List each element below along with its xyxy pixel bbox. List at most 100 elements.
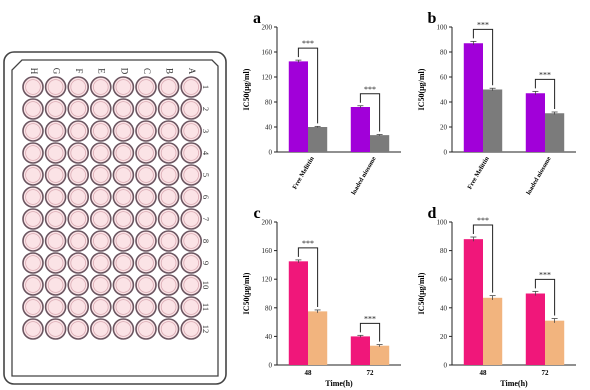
plate-well bbox=[67, 318, 89, 340]
plate-well bbox=[135, 164, 157, 186]
plate-well-rim bbox=[138, 101, 154, 117]
plate-well-rim bbox=[160, 123, 177, 139]
chart-panel-a: a 0 40 80 120 160 200 IC50(μg/ml) Free Melittin *… bbox=[242, 10, 401, 195]
plate-well bbox=[22, 230, 44, 252]
plate-well-rim bbox=[183, 211, 200, 227]
plate-well bbox=[157, 164, 180, 186]
plate-column-label: 6 bbox=[201, 195, 211, 199]
plate-well bbox=[90, 318, 112, 340]
plate-well-rim bbox=[115, 233, 132, 249]
plate-well bbox=[157, 98, 180, 120]
plate-well bbox=[112, 208, 135, 230]
plate-well bbox=[180, 296, 202, 318]
x-axis-label: Time(h) bbox=[325, 379, 353, 388]
plate-well-rim bbox=[47, 79, 64, 95]
significance-label: *** bbox=[539, 70, 551, 79]
bar bbox=[308, 311, 328, 365]
plate-well-rim bbox=[138, 321, 154, 337]
significance-label: *** bbox=[477, 216, 489, 225]
plate-well bbox=[90, 230, 112, 252]
plate-well-rim bbox=[70, 101, 86, 117]
plate-well bbox=[44, 120, 67, 142]
plate-well-rim bbox=[47, 211, 64, 227]
plate-well-rim bbox=[183, 189, 200, 205]
plate-well-rim bbox=[93, 255, 109, 271]
plate-well-rim bbox=[115, 255, 132, 271]
plate-well bbox=[135, 76, 157, 98]
plate-well-rim bbox=[138, 211, 154, 227]
plate-well-rim bbox=[93, 123, 109, 139]
plate-well bbox=[22, 208, 44, 230]
plate-column-label: 4 bbox=[201, 151, 211, 156]
plate-well-rim bbox=[160, 145, 177, 161]
significance-bracket bbox=[472, 28, 494, 86]
plate-well bbox=[44, 296, 67, 318]
plate-well bbox=[22, 186, 44, 208]
plate-well-rim bbox=[93, 321, 109, 337]
plate-row-label: A bbox=[187, 68, 197, 75]
plate-well bbox=[180, 318, 202, 340]
plate-well bbox=[157, 186, 180, 208]
plate-well-rim bbox=[93, 211, 109, 227]
plate-well bbox=[44, 164, 67, 186]
plate-well-rim bbox=[183, 321, 200, 337]
x-tick-label: Free Melittin bbox=[466, 155, 491, 190]
plate-well-rim bbox=[93, 189, 109, 205]
panel-label: d bbox=[428, 205, 437, 222]
plate-column-label: 8 bbox=[201, 239, 211, 243]
plate-well bbox=[180, 230, 202, 252]
plate-well bbox=[112, 164, 135, 186]
plate-well-rim bbox=[138, 255, 154, 271]
plate-well bbox=[67, 142, 89, 164]
plate-well bbox=[157, 120, 180, 142]
plate-well-rim bbox=[25, 145, 41, 161]
x-tick-label: Free Melittin bbox=[291, 155, 316, 190]
y-tick-label: 160 bbox=[262, 247, 273, 255]
significance-bracket bbox=[472, 224, 494, 293]
plate-well-rim bbox=[25, 211, 41, 227]
bar bbox=[288, 261, 308, 365]
plate-well-rim bbox=[160, 167, 177, 183]
y-tick-label: 0 bbox=[269, 362, 273, 370]
significance-label: *** bbox=[364, 85, 376, 94]
bar bbox=[483, 89, 503, 152]
plate-well bbox=[44, 76, 67, 98]
plate-well-rim bbox=[70, 167, 86, 183]
plate-column-label: 9 bbox=[201, 261, 211, 265]
plate-well bbox=[112, 296, 135, 318]
bar bbox=[350, 107, 370, 152]
plate-well-rim bbox=[25, 189, 41, 205]
y-tick-label: 80 bbox=[440, 49, 448, 57]
plate-well bbox=[44, 274, 67, 296]
plate-well-rim bbox=[138, 79, 154, 95]
plate-well bbox=[90, 98, 112, 120]
plate-wells bbox=[22, 76, 202, 340]
plate-well bbox=[22, 98, 44, 120]
plate-well bbox=[135, 318, 157, 340]
y-tick-label: 60 bbox=[440, 74, 448, 82]
plate-well bbox=[135, 208, 157, 230]
plate-well bbox=[90, 76, 112, 98]
plate-well-rim bbox=[183, 299, 200, 315]
y-tick-label: 200 bbox=[262, 219, 273, 227]
plate-column-label: 11 bbox=[201, 303, 211, 311]
plate-well bbox=[112, 120, 135, 142]
panel-label: c bbox=[253, 205, 260, 222]
plate-well bbox=[22, 252, 44, 274]
y-axis-label: IC50(μg/ml) bbox=[417, 68, 426, 110]
y-tick-label: 80 bbox=[265, 99, 273, 107]
plate-well bbox=[22, 296, 44, 318]
plate-well bbox=[90, 142, 112, 164]
bar bbox=[370, 345, 390, 365]
plate-well-rim bbox=[183, 145, 200, 161]
chart-panel-b: b 0 20 40 60 80 100 IC50(μg/ml) Free Melittin ***… bbox=[417, 10, 576, 195]
plate-well-rim bbox=[160, 299, 177, 315]
plate-well-rim bbox=[138, 123, 154, 139]
plate-well bbox=[135, 274, 157, 296]
plate-well bbox=[22, 120, 44, 142]
plate-well-rim bbox=[47, 277, 64, 293]
plate-well bbox=[157, 296, 180, 318]
y-tick-label: 0 bbox=[269, 149, 273, 157]
plate-column-label: 12 bbox=[201, 325, 211, 334]
